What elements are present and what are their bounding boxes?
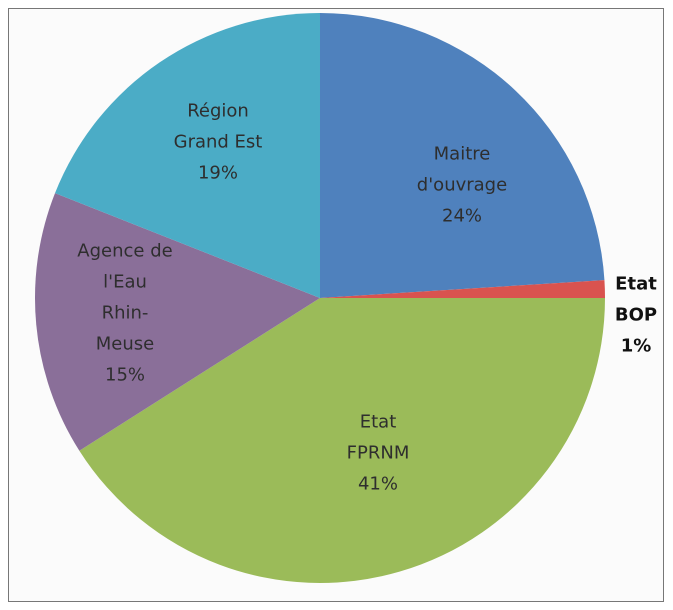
pie-slice (320, 280, 605, 298)
category-label: Agence de l'Eau Rhin- Meuse (77, 240, 173, 355)
slice-label: Etat FPRNM 41% (347, 407, 410, 500)
slice-label: Région Grand Est 19% (174, 96, 263, 189)
pie-slice (35, 193, 321, 451)
value-label: 19% (197, 162, 238, 184)
category-label: Etat FPRNM (346, 411, 410, 464)
slice-label: Maitre d'ouvrage 24% (417, 139, 507, 232)
pie-slice (320, 13, 605, 298)
category-label: Région Grand Est (173, 100, 263, 153)
value-label: 1% (620, 335, 652, 357)
category-label: Maitre d'ouvrage (416, 143, 508, 196)
value-label: 41% (357, 473, 398, 495)
slice-label: Etat BOP 1% (615, 269, 657, 362)
slice-label: Agence de l'Eau Rhin- Meuse 15% (77, 236, 172, 391)
value-label: 15% (104, 364, 146, 386)
value-label: 24% (441, 205, 483, 227)
pie-slice (79, 298, 606, 583)
pie-slice (55, 13, 320, 298)
category-label: Etat BOP (614, 273, 658, 326)
